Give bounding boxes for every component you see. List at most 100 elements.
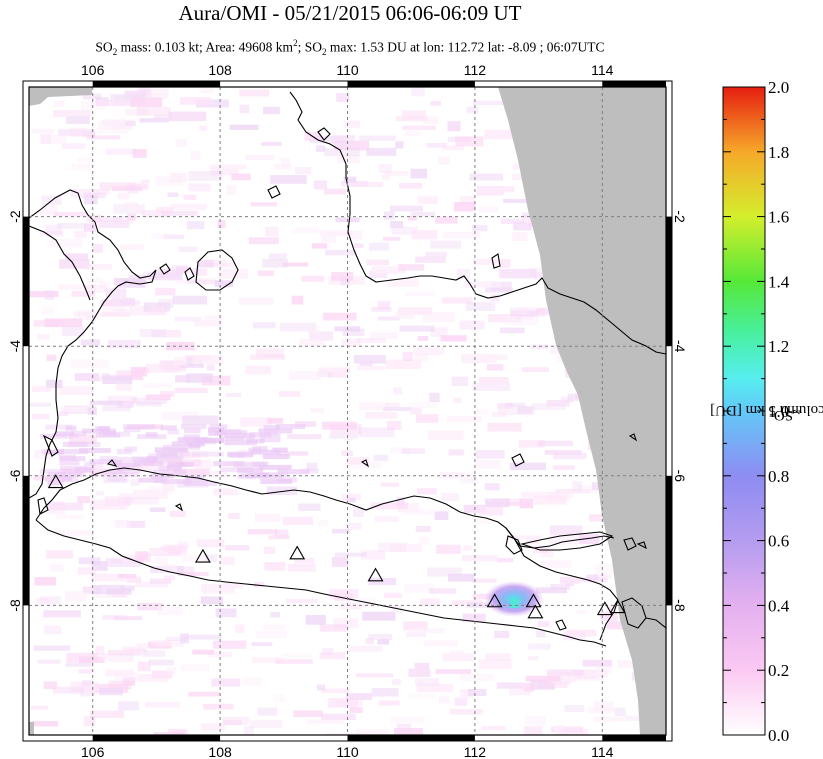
so2-speckle (270, 175, 307, 184)
so2-speckle (250, 202, 277, 207)
so2-speckle (239, 104, 250, 114)
so2-speckle (178, 246, 198, 253)
so2-speckle (531, 403, 567, 411)
so2-speckle (410, 407, 422, 415)
so2-speckle (114, 281, 136, 286)
so2-speckle (183, 194, 196, 200)
so2-speckle (169, 510, 186, 517)
so2-speckle (139, 329, 166, 337)
so2-speckle (200, 723, 226, 731)
so2-speckle (121, 585, 135, 591)
map-title: Aura/OMI - 05/21/2015 06:06-06:09 UT (178, 1, 522, 25)
so2-speckle (564, 705, 585, 713)
sumatra-inner-coast (29, 225, 91, 301)
so2-speckle (306, 462, 318, 472)
so2-speckle (336, 93, 350, 103)
so2-speckle (45, 506, 65, 515)
so2-speckle (39, 596, 61, 605)
so2-speckle (595, 564, 616, 575)
so2-speckle (494, 630, 509, 639)
so2-speckle (245, 365, 271, 375)
so2-speckle (460, 478, 478, 484)
so2-speckle (134, 551, 149, 560)
frame-band-left (23, 475, 29, 606)
so2-speckle (204, 315, 223, 321)
so2-speckle (153, 469, 186, 475)
so2-speckle (99, 182, 136, 191)
so2-speckle (148, 306, 165, 315)
so2-speckle (147, 272, 183, 281)
so2-speckle (264, 562, 286, 571)
so2-speckle (224, 440, 258, 446)
so2-speckle (102, 430, 116, 436)
so2-speckle (175, 278, 208, 284)
so2-speckle (478, 206, 499, 213)
so2-speckle (65, 662, 94, 667)
belitung-coast (195, 249, 239, 291)
so2-speckle (174, 316, 202, 322)
so2-speckle (278, 469, 310, 475)
so2-speckle (205, 259, 227, 266)
so2-speckle (423, 640, 458, 647)
so2-speckle (270, 612, 281, 618)
so2-speckle (267, 418, 284, 424)
java-south-coast (35, 519, 607, 647)
lon-tick-label-bottom: 108 (208, 744, 232, 759)
map-subtitle: SO2 mass: 0.103 kt; Area: 49608 km2; SO2… (95, 38, 605, 58)
so2-speckle (165, 636, 186, 641)
volcano-marker (367, 567, 384, 582)
so2-speckle (428, 588, 457, 594)
so2-speckle (396, 116, 428, 122)
so2-speckle (137, 661, 151, 672)
so2-speckle (225, 545, 250, 551)
so2-speckle (323, 312, 357, 321)
so2-speckle (523, 726, 543, 735)
so2-speckle (99, 456, 118, 462)
so2-speckle (485, 653, 511, 661)
so2-speckle (402, 448, 425, 454)
so2-speckle (294, 167, 312, 175)
so2-speckle (475, 518, 489, 524)
so2-speckle (31, 705, 48, 710)
so2-speckle (208, 430, 226, 436)
graticule (29, 87, 666, 735)
so2-speckle (442, 653, 474, 662)
so2-speckle (145, 394, 171, 401)
so2-speckle (33, 475, 60, 481)
so2-speckle (305, 615, 326, 625)
so2-speckle (268, 253, 287, 260)
so2-speckle (192, 649, 215, 655)
so2-speckle (83, 195, 98, 205)
so2-speckle (248, 447, 262, 453)
borneo-coast (289, 91, 666, 355)
so2-speckle (386, 278, 419, 287)
so2-speckle (257, 270, 274, 277)
so2-speckle (293, 710, 323, 717)
so2-speckle (513, 222, 532, 231)
so2-speckle (417, 336, 429, 341)
lat-tick-label-right: -6 (672, 470, 688, 483)
so2-speckle (237, 467, 264, 473)
so2-speckle (402, 110, 426, 120)
so2-speckle (436, 544, 461, 554)
so2-speckle (62, 143, 86, 150)
volcano-marker (289, 545, 306, 560)
so2-speckle (239, 89, 270, 97)
so2-speckle (175, 375, 190, 383)
so2-speckle (49, 238, 83, 248)
frame-band-bottom (347, 735, 475, 741)
so2-speckle (525, 536, 540, 545)
so2-speckle (220, 436, 245, 441)
so2-speckle (162, 479, 192, 484)
so2-speckle (226, 393, 241, 397)
so2-speckle (390, 716, 425, 723)
so2-speckle (224, 583, 244, 589)
so2-speckle (461, 354, 497, 364)
so2-speckle (229, 124, 259, 130)
so2-speckle (136, 401, 162, 407)
so2-speckle (319, 652, 346, 660)
so2-speckle (98, 220, 130, 229)
so2-speckle (260, 433, 281, 443)
lon-tick-label-bottom: 112 (464, 744, 487, 759)
so2-speckle (243, 726, 254, 735)
